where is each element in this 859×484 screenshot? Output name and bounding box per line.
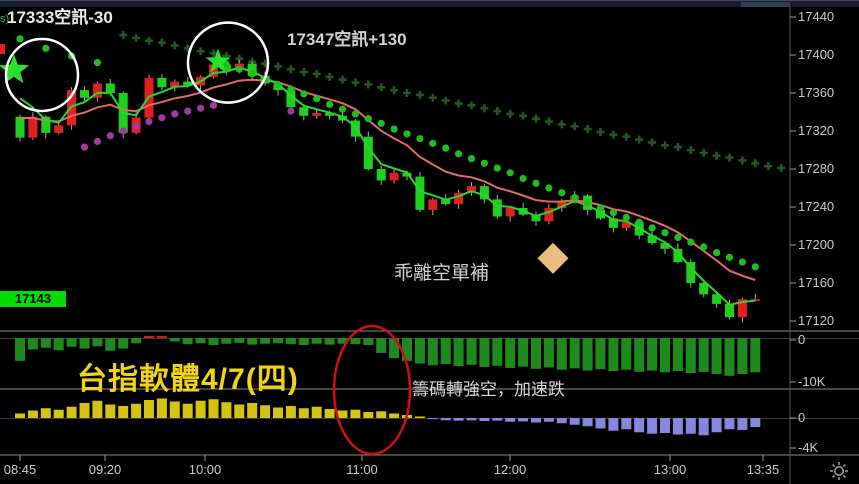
star-signal-marker [205, 48, 231, 73]
white-circle-annotation [186, 21, 270, 104]
diamond-cover-marker [537, 242, 569, 274]
top-scrollbar[interactable] [0, 0, 859, 7]
white-circle-annotation [4, 37, 80, 113]
settings-gear-icon[interactable] [828, 460, 850, 482]
clipped-legend-fragment: s) [0, 13, 10, 25]
red-ellipse-annotation [332, 324, 412, 456]
signal-label-open: 17333空訊-30 [7, 8, 113, 27]
signal-label-peak: 17347空訊+130 [287, 30, 407, 49]
chips-note: 籌碼轉強空，加速跌 [412, 380, 565, 399]
scrollbar-thumb[interactable] [741, 2, 790, 7]
divergence-note: 乖離空單補 [394, 263, 490, 284]
star-signal-marker [0, 54, 30, 84]
watermark-title: 台指軟體4/7(四) [77, 363, 299, 396]
